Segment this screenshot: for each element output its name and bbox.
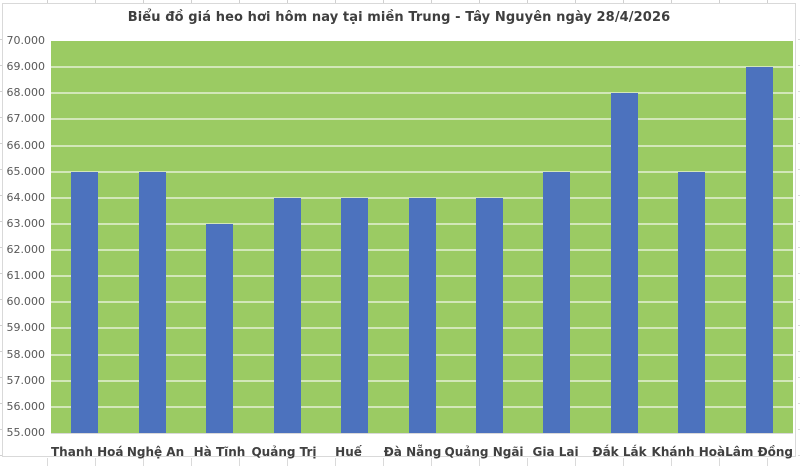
bar-2[interactable]: [138, 171, 166, 433]
y-axis-tick-label: 62.000: [6, 243, 46, 257]
gridline: [51, 92, 793, 95]
x-axis-category-label: Đắk Lắk: [592, 445, 647, 459]
bar-4[interactable]: [273, 197, 301, 433]
y-axis-tick-label: 68.000: [6, 86, 46, 100]
y-axis-tick-label: 67.000: [6, 112, 46, 126]
spreadsheet-gridline-hint-left: [0, 14, 2, 458]
x-axis-category-label: Gia Lai: [532, 445, 579, 459]
spreadsheet-gridline-hint-bottom: [0, 458, 800, 466]
bar-6[interactable]: [408, 197, 436, 433]
x-axis-category-label: Thanh Hoá: [51, 445, 124, 459]
x-axis-line: [51, 433, 793, 434]
x-axis-category-label: Huế: [335, 445, 362, 459]
bar-5[interactable]: [341, 197, 369, 433]
y-axis-tick-label: 63.000: [6, 216, 46, 230]
y-axis-tick-label: 64.000: [6, 190, 46, 204]
x-axis-category-label: Lâm Đồng: [725, 445, 793, 459]
chart-title: Biểu đồ giá heo hơi hôm nay tại miền Tru…: [127, 10, 671, 25]
bar-8[interactable]: [543, 171, 571, 433]
y-axis-tick-label: 59.000: [6, 321, 46, 335]
y-axis-tick-label: 57.000: [6, 373, 46, 387]
x-axis-category-label: Đà Nẵng: [383, 445, 442, 459]
spreadsheet-gridline-hint-top: [0, 0, 800, 3]
spreadsheet-gridline-hint-right: [798, 14, 800, 458]
plot-area: [51, 41, 793, 433]
y-axis-tick-label: 65.000: [6, 164, 46, 178]
bar-11[interactable]: [745, 67, 773, 433]
gridline: [51, 144, 793, 147]
y-axis-tick-label: 69.000: [6, 60, 46, 74]
y-axis-tick-label: 61.000: [6, 269, 46, 283]
x-axis-category-label: Quảng Ngãi: [444, 445, 524, 459]
bar-7[interactable]: [475, 197, 503, 433]
y-axis-tick-label: 55.000: [6, 426, 46, 439]
x-axis-category-label: Hà Tĩnh: [193, 445, 246, 459]
x-axis-category-label: Khánh Hoà: [651, 445, 726, 459]
bar-3[interactable]: [206, 223, 234, 433]
bar-10[interactable]: [678, 171, 706, 433]
x-axis-category-label: Quảng Trị: [251, 445, 317, 459]
bar-9[interactable]: [610, 93, 638, 433]
chart-frame[interactable]: Biểu đồ giá heo hơi hôm nay tại miền Tru…: [2, 3, 796, 460]
y-axis-tick-label: 66.000: [6, 138, 46, 152]
y-axis-tick-label: 70.000: [6, 34, 46, 47]
y-axis-tick-label: 60.000: [6, 295, 46, 309]
y-axis-tick-label: 58.000: [6, 347, 46, 361]
x-axis-labels: Thanh Hoá Nghệ An Hà Tĩnh Quảng Trị Huế Đà Nẵ…: [51, 444, 793, 460]
bar-1[interactable]: [71, 171, 99, 433]
gridline: [51, 66, 793, 69]
y-axis-tick-label: 56.000: [6, 399, 46, 413]
gridline: [51, 170, 793, 173]
x-axis-category-label: Nghệ An: [126, 445, 185, 459]
gridline: [51, 118, 793, 121]
